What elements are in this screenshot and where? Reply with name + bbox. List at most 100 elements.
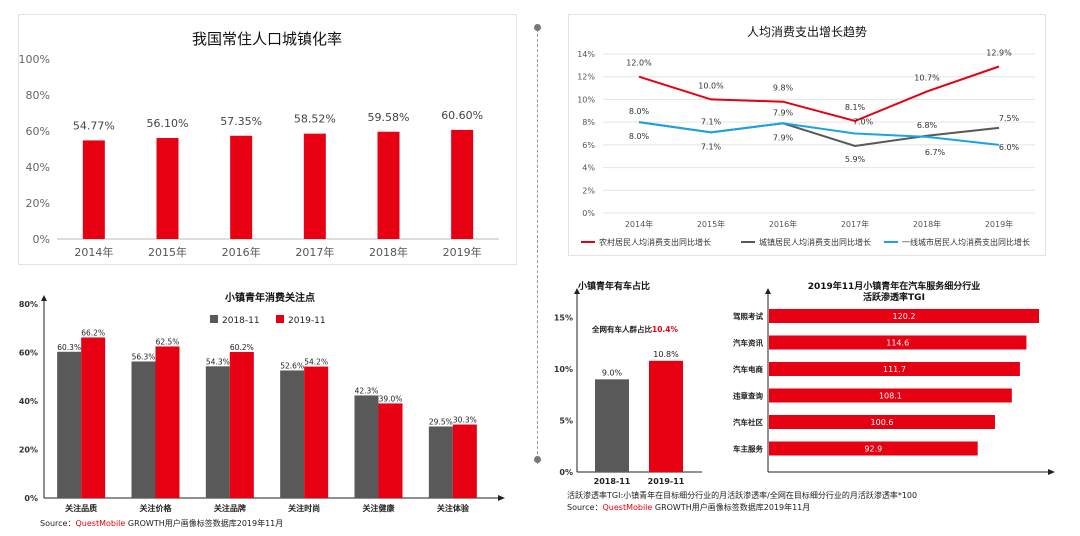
urbanization-chart: 我国常住人口城镇化率 0% 20% 40% 60% 80% 100% 54.77% 2014年 5… bbox=[19, 30, 499, 259]
chart-title: 小镇青年消费关注点 bbox=[224, 291, 315, 304]
bar bbox=[769, 415, 995, 429]
y-tick-label: 0% bbox=[582, 209, 595, 218]
y-tick-label: 6% bbox=[582, 141, 595, 150]
y-tick-label: 40% bbox=[19, 397, 38, 406]
data-label: 9.8% bbox=[773, 84, 794, 93]
bar bbox=[354, 395, 379, 498]
data-label: 5.9% bbox=[845, 155, 866, 164]
bar bbox=[156, 138, 179, 239]
legend-label: 一线城市居民人均消费支出同比增长 bbox=[902, 237, 1030, 247]
bar bbox=[378, 403, 403, 498]
reference-note-value: 10.4% bbox=[652, 325, 679, 334]
x-tick-label: 关注价格 bbox=[140, 503, 173, 513]
x-tick-label: 2018年 bbox=[369, 245, 408, 259]
y-axis-arrow bbox=[765, 288, 771, 294]
data-label: 7.0% bbox=[853, 118, 874, 127]
bar bbox=[428, 426, 453, 498]
divider-top-dot bbox=[534, 24, 541, 31]
y-tick-label: 60% bbox=[26, 125, 50, 138]
y-axis-arrow bbox=[574, 288, 580, 294]
data-label: 39.0% bbox=[379, 394, 403, 403]
bar bbox=[769, 335, 1027, 350]
legend-label: 2018-11 bbox=[222, 316, 260, 326]
x-tick-label: 2019-11 bbox=[648, 477, 685, 486]
x-tick-label: 关注品牌 bbox=[214, 503, 246, 513]
data-label: 60.60% bbox=[441, 109, 483, 122]
x-tick-label: 2015年 bbox=[697, 219, 725, 229]
y-tick-label: 汽车社区 bbox=[733, 417, 763, 427]
source-note-right: Source：QuestMobile GROWTH用户画像标签数据库2019年1… bbox=[567, 502, 810, 513]
y-tick-label: 20% bbox=[19, 446, 38, 455]
source-suffix: GROWTH用户画像标签数据库2019年11月 bbox=[652, 503, 811, 512]
x-tick-label: 2018年 bbox=[913, 219, 941, 229]
data-label: 100.6 bbox=[871, 418, 894, 427]
y-tick-label: 100% bbox=[19, 53, 50, 66]
bar bbox=[303, 133, 326, 239]
data-label: 29.5% bbox=[429, 417, 453, 426]
y-tick-label: 60% bbox=[19, 349, 38, 358]
y-tick-label: 40% bbox=[26, 161, 50, 174]
bar bbox=[377, 131, 400, 239]
data-label: 7.1% bbox=[701, 117, 722, 126]
data-label: 60.2% bbox=[230, 343, 254, 352]
data-label: 8.1% bbox=[845, 103, 866, 112]
y-tick-label: 20% bbox=[26, 197, 50, 210]
data-label: 9.0% bbox=[602, 368, 623, 377]
y-tick-label: 0% bbox=[559, 468, 573, 477]
legend-label: 2019-11 bbox=[288, 316, 326, 326]
chart-title-line2: 活跃渗透率TGI bbox=[863, 291, 925, 303]
y-tick-label: 10% bbox=[577, 95, 595, 104]
x-tick-label: 2019年 bbox=[443, 245, 482, 259]
x-axis-arrow bbox=[1048, 469, 1055, 475]
data-label: 8.0% bbox=[629, 107, 650, 116]
bar bbox=[230, 135, 253, 239]
data-label: 56.3% bbox=[132, 352, 156, 361]
x-tick-label: 2019年 bbox=[985, 219, 1013, 229]
x-tick-label: 关注体验 bbox=[437, 503, 470, 513]
divider-bottom-dot bbox=[534, 456, 541, 463]
focus-chart: 小镇青年消费关注点 0% 20% 40% 60% 80% 2018-11 2019-11 60.… bbox=[19, 291, 505, 513]
series-line bbox=[638, 121, 1000, 148]
bar bbox=[304, 366, 329, 498]
y-tick-label: 5% bbox=[559, 417, 573, 426]
data-label: 42.3% bbox=[355, 386, 379, 395]
data-label: 92.9 bbox=[864, 445, 882, 454]
y-tick-label: 汽车资讯 bbox=[733, 338, 763, 348]
series-line bbox=[638, 121, 1000, 146]
data-label: 59.58% bbox=[368, 111, 410, 124]
x-tick-label: 2014年 bbox=[74, 245, 113, 259]
source-prefix: Source： bbox=[40, 519, 76, 528]
data-label: 12.9% bbox=[986, 48, 1012, 57]
data-label: 120.2 bbox=[893, 312, 916, 321]
data-label: 62.5% bbox=[156, 337, 180, 346]
spending-chart: 人均消费支出增长趋势 0% 2% 4% 6% 8% 10% 12% 14% 2014年 2015年 2… bbox=[577, 25, 1035, 247]
bar bbox=[280, 370, 305, 498]
tgi-panel: 2019年11月小镇青年在汽车服务细分行业 活跃渗透率TGI 120.2 驾照考试 11… bbox=[720, 275, 1060, 490]
data-label: 30.3% bbox=[453, 416, 477, 425]
data-label: 6.8% bbox=[917, 121, 938, 130]
y-tick-label: 10% bbox=[554, 365, 573, 374]
bar bbox=[131, 361, 156, 498]
bar bbox=[155, 346, 180, 498]
data-label: 7.5% bbox=[999, 114, 1020, 123]
bar bbox=[649, 360, 683, 472]
data-label: 10.7% bbox=[914, 73, 940, 82]
x-tick-label: 关注品质 bbox=[65, 503, 97, 513]
x-tick-label: 关注时尚 bbox=[288, 503, 320, 513]
data-label: 7.9% bbox=[773, 108, 794, 117]
legend-label: 城镇居民人均消费支出同比增长 bbox=[759, 237, 871, 247]
chart-title: 人均消费支出增长趋势 bbox=[747, 25, 867, 39]
y-tick-label: 80% bbox=[19, 300, 38, 309]
data-label: 7.1% bbox=[701, 142, 722, 151]
bar bbox=[769, 362, 1020, 376]
x-axis-arrow bbox=[498, 495, 505, 501]
source-suffix: GROWTH用户画像标签数据库2019年11月 bbox=[125, 519, 284, 528]
urbanization-panel: 我国常住人口城镇化率 0% 20% 40% 60% 80% 100% 54.77% 2014年 5… bbox=[18, 14, 517, 265]
y-tick-label: 汽车电商 bbox=[733, 364, 763, 374]
bar bbox=[205, 366, 230, 498]
x-tick-label: 2014年 bbox=[625, 219, 653, 229]
x-tick-label: 2018-11 bbox=[594, 477, 631, 486]
y-tick-label: 12% bbox=[577, 73, 595, 82]
data-label: 60.3% bbox=[57, 343, 81, 352]
